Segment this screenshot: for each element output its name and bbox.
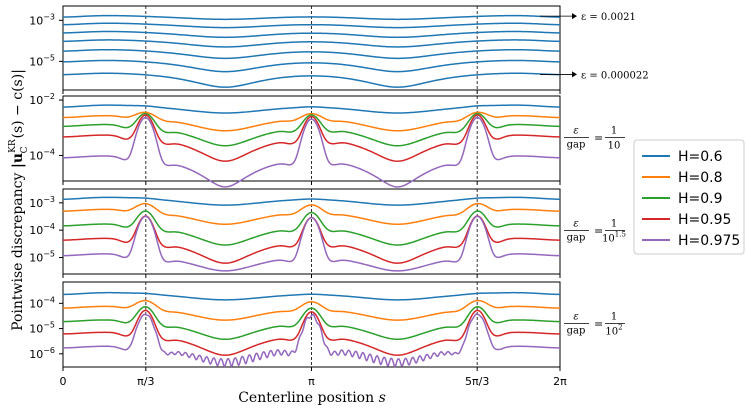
series-line	[62, 72, 561, 88]
rhs-numerator: 1	[611, 219, 617, 230]
epsilon-annotation: ε = 0.000022	[581, 70, 649, 81]
ratio-denominator: gap	[567, 233, 586, 244]
panel-eps: 10−3 10−5 ε = 0.0021 ε = 0.000022	[29, 5, 649, 94]
series-line	[62, 306, 561, 341]
legend-label: H=0.6	[678, 149, 723, 165]
series-line	[62, 299, 561, 321]
rhs-numerator: 1	[611, 126, 617, 137]
panel-gap1: 10−2 10−4 ε gap = 1 10	[29, 92, 625, 188]
legend-label: H=0.9	[678, 191, 723, 207]
y-tick-label: 10−4	[29, 295, 55, 310]
ratio-equals: =	[594, 318, 603, 331]
annotation-arrow-head	[572, 13, 577, 20]
x-tick-label: 5π/3	[465, 375, 489, 388]
x-tick-label: π/3	[137, 375, 154, 388]
ratio-equals: =	[594, 225, 603, 238]
ratio-equals: =	[594, 132, 603, 145]
series-line	[62, 48, 561, 60]
series-line	[62, 39, 561, 48]
legend-label: H=0.975	[678, 233, 740, 249]
series-line	[62, 22, 561, 29]
series-line	[62, 215, 561, 272]
gap-ratio-label: ε gap = 1 10	[564, 126, 625, 152]
series-line	[62, 112, 561, 147]
ratio-denominator: gap	[567, 140, 586, 151]
series-line	[62, 291, 561, 301]
y-tick-label: 10−3	[29, 12, 55, 27]
y-tick-label: 10−6	[29, 346, 55, 361]
annotation-arrow-head	[572, 71, 577, 78]
series-line	[62, 196, 561, 206]
legend: H=0.6 H=0.8 H=0.9 H=0.95 H=0.975	[633, 139, 745, 255]
x-tick-label: 2π	[553, 375, 567, 388]
ratio-denominator: gap	[567, 326, 586, 337]
legend-label: H=0.8	[678, 170, 723, 186]
rhs-denominator: 10	[608, 141, 621, 152]
epsilon-annotation: ε = 0.0021	[581, 12, 636, 23]
rhs-denominator: 102	[605, 324, 622, 338]
rhs-denominator: 101.5	[602, 231, 626, 245]
y-tick-label: 10−5	[29, 250, 55, 265]
series-line	[62, 116, 561, 188]
series-line	[62, 14, 561, 21]
y-tick-label: 10−3	[29, 195, 55, 210]
y-axis-label: Pointwise discrepancy |uKR C(s) − c(s)|	[8, 69, 30, 331]
series-line	[62, 309, 561, 356]
series-line	[62, 313, 561, 368]
series-line	[62, 104, 561, 114]
x-tick-label: π	[308, 375, 315, 388]
y-tick-label: 10−4	[29, 147, 55, 162]
y-tick-label: 10−4	[29, 222, 55, 237]
y-tick-label: 10−2	[29, 92, 55, 107]
series-line	[62, 30, 561, 39]
series-line	[62, 59, 561, 73]
series-line	[62, 111, 561, 132]
y-tick-label: 10−5	[29, 321, 55, 336]
ratio-numerator: ε	[573, 219, 578, 230]
series-line	[62, 210, 561, 246]
legend-box	[633, 139, 745, 255]
ratio-numerator: ε	[573, 126, 578, 137]
series-line	[62, 202, 561, 225]
y-tick-label: 10−5	[29, 53, 55, 68]
series-line	[62, 114, 561, 162]
legend-label: H=0.95	[678, 212, 731, 228]
x-axis-label: Centerline position s	[238, 390, 386, 406]
rhs-numerator: 1	[611, 312, 617, 323]
x-tick-label: 0	[60, 375, 67, 388]
ratio-numerator: ε	[573, 312, 578, 323]
